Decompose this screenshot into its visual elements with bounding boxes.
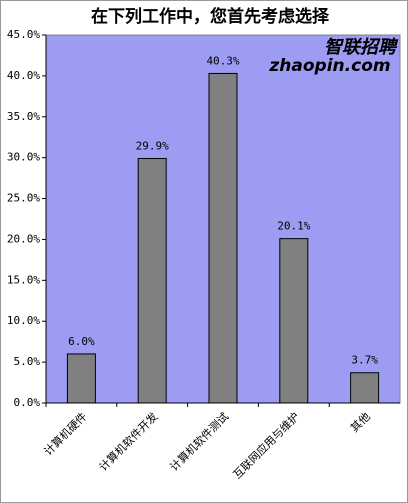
bar bbox=[208, 72, 238, 404]
y-tick-label: 35.0% bbox=[7, 110, 40, 123]
bar bbox=[350, 372, 380, 404]
bar bbox=[279, 238, 309, 404]
y-tick-label: 15.0% bbox=[7, 273, 40, 286]
y-tick-label: 30.0% bbox=[7, 151, 40, 164]
y-tick-label: 0.0% bbox=[14, 396, 41, 409]
value-label: 3.7% bbox=[351, 354, 378, 367]
y-tick-label: 20.0% bbox=[7, 232, 40, 245]
y-tick-label: 40.0% bbox=[7, 69, 40, 82]
watermark: 智联招聘 bbox=[324, 37, 399, 58]
value-label: 20.1% bbox=[277, 220, 310, 233]
value-label: 29.9% bbox=[136, 139, 169, 152]
value-label: 40.3% bbox=[206, 54, 239, 67]
y-tick-label: 10.0% bbox=[7, 314, 40, 327]
watermark: zhaopin.com bbox=[268, 56, 390, 76]
y-tick-label: 25.0% bbox=[7, 192, 40, 205]
y-tick-label: 45.0% bbox=[7, 28, 40, 41]
value-label: 6.0% bbox=[68, 335, 95, 348]
y-tick-label: 5.0% bbox=[14, 355, 41, 368]
chart-title: 在下列工作中，您首先考虑选择 bbox=[91, 6, 330, 27]
bar bbox=[137, 157, 167, 404]
bar bbox=[66, 353, 96, 404]
